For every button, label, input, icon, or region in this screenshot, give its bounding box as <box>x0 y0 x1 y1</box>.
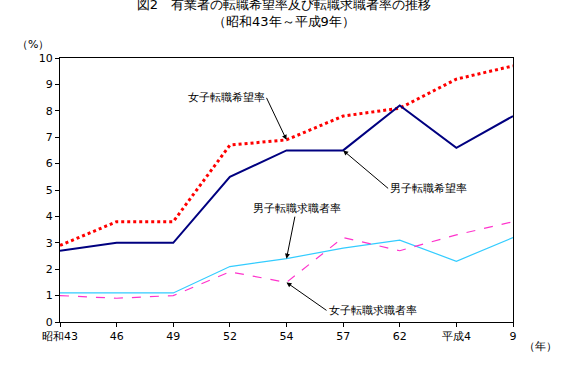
svg-text:3: 3 <box>46 237 53 250</box>
svg-text:女子転職希望率: 女子転職希望率 <box>188 91 265 104</box>
svg-text:7: 7 <box>46 131 53 144</box>
svg-text:図2 有業者の転職希望率及び転職求職者率の推移（昭和43年～: 図2 有業者の転職希望率及び転職求職者率の推移（昭和43年～平成9年） <box>137 0 431 29</box>
svg-text:1: 1 <box>46 289 53 302</box>
svg-text:52: 52 <box>223 330 237 343</box>
svg-text:男子転職希望率: 男子転職希望率 <box>390 182 467 195</box>
svg-text:女子転職求職者率: 女子転職求職者率 <box>329 304 417 317</box>
svg-text:5: 5 <box>46 184 53 197</box>
svg-text:57: 57 <box>336 330 350 343</box>
svg-text:4: 4 <box>46 210 53 223</box>
svg-text:10: 10 <box>39 52 53 65</box>
svg-text:2: 2 <box>46 263 53 276</box>
svg-text:（%）: （%） <box>17 38 49 51</box>
svg-text:8: 8 <box>46 105 53 118</box>
svg-text:0: 0 <box>46 316 53 329</box>
svg-text:（年）: （年） <box>524 340 557 353</box>
svg-text:平成4: 平成4 <box>442 330 471 343</box>
svg-text:54: 54 <box>280 330 294 343</box>
svg-text:昭和43: 昭和43 <box>42 330 78 343</box>
svg-text:9: 9 <box>46 78 53 91</box>
svg-text:6: 6 <box>46 157 53 170</box>
svg-text:9: 9 <box>510 330 517 343</box>
svg-text:46: 46 <box>110 330 124 343</box>
svg-text:49: 49 <box>166 330 180 343</box>
svg-text:62: 62 <box>393 330 407 343</box>
svg-text:男子転職求職者率: 男子転職求職者率 <box>253 202 341 215</box>
